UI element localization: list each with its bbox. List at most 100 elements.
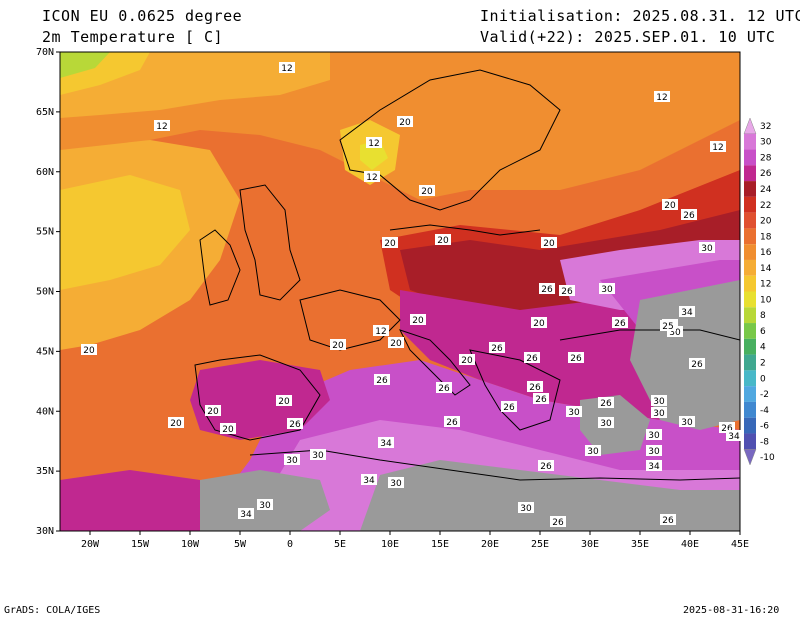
colorbar-swatch [744, 149, 756, 166]
colorbar-swatch [744, 196, 756, 213]
svg-text:26: 26 [503, 403, 515, 413]
svg-text:26: 26 [540, 462, 552, 472]
contour-label: 20 [459, 354, 475, 366]
svg-text:30: 30 [600, 419, 612, 429]
contour-label: 20 [410, 314, 426, 326]
colorbar-label: 28 [760, 153, 772, 163]
colorbar-label: 6 [760, 327, 766, 337]
colorbar-swatch [743, 117, 757, 135]
lon-tick-label: 5W [234, 539, 247, 550]
contour-label: 30 [699, 242, 715, 254]
svg-text:26: 26 [721, 424, 733, 434]
svg-text:34: 34 [681, 308, 693, 318]
colorbar-label: 4 [760, 343, 766, 353]
contour-label: 34 [378, 437, 394, 449]
latitude-axis: 70N 65N 60N 55N 50N 45N 40N 35N 30N [36, 47, 60, 537]
lon-tick-label: 15E [431, 539, 449, 550]
contour-label: 34 [679, 306, 695, 318]
colorbar-label: 32 [760, 122, 771, 132]
svg-text:34: 34 [380, 439, 392, 449]
contour-label: 34 [646, 460, 662, 472]
svg-text:20: 20 [83, 346, 95, 356]
contour-label: 20 [276, 395, 292, 407]
contour-label: 26 [559, 285, 575, 297]
svg-text:26: 26 [541, 285, 553, 295]
colorbar-swatch [744, 307, 756, 324]
contour-label: 26 [501, 401, 517, 413]
svg-text:26: 26 [614, 319, 626, 329]
svg-text:12: 12 [366, 173, 377, 183]
contour-label: 34 [238, 508, 254, 520]
svg-text:20: 20 [399, 118, 411, 128]
contour-label: 26 [681, 209, 697, 221]
contour-label: 26 [719, 422, 735, 434]
contour-label: 30 [566, 406, 582, 418]
colorbar-label: 20 [760, 217, 772, 227]
contour-label: 20 [435, 234, 451, 246]
longitude-axis: 20W 15W 10W 5W 0 5E 10E 15E 20E 25E 30E 35E 40E 45E [81, 531, 749, 550]
svg-text:20: 20 [332, 341, 344, 351]
contour-label: 26 [533, 393, 549, 405]
contour-label: 20 [397, 116, 413, 128]
contour-label: 26 [539, 283, 555, 295]
lon-tick-label: 45E [731, 539, 749, 550]
svg-text:20: 20 [437, 236, 449, 246]
contour-label: 20 [419, 185, 435, 197]
contour-label: 26 [598, 397, 614, 409]
contour-label: 20 [205, 405, 221, 417]
contour-label: 30 [284, 454, 300, 466]
colorbar-swatch [744, 433, 756, 450]
colorbar-swatch [744, 275, 756, 292]
contour-label: 30 [310, 449, 326, 461]
svg-text:20: 20 [278, 397, 290, 407]
svg-text:20: 20 [207, 407, 219, 417]
contour-label: 20 [168, 417, 184, 429]
contour-label: 20 [382, 237, 398, 249]
lat-tick-label: 55N [36, 227, 54, 238]
contour-label: 26 [287, 418, 303, 430]
render-timestamp: 2025-08-31-16:20 [683, 605, 780, 616]
colorbar-label: 16 [760, 248, 772, 258]
svg-text:26: 26 [570, 354, 582, 364]
contour-label: 12 [373, 325, 389, 337]
contour-label: 26 [689, 358, 705, 370]
lon-tick-label: 20E [481, 539, 499, 550]
lat-tick-label: 50N [36, 287, 54, 298]
colorbar-swatch [744, 244, 756, 260]
svg-text:30: 30 [648, 431, 660, 441]
contour-label: 20 [541, 237, 557, 249]
contour-label: 26 [489, 342, 505, 354]
svg-text:20: 20 [533, 319, 545, 329]
contour-label: 26 [550, 516, 566, 528]
lat-tick-label: 70N [36, 47, 54, 58]
colorbar-label: 10 [760, 295, 772, 305]
contour-label: 30 [518, 502, 534, 514]
svg-text:26: 26 [529, 383, 541, 393]
contour-label: 30 [646, 445, 662, 457]
svg-text:26: 26 [691, 360, 703, 370]
colorbar-label: -4 [760, 406, 769, 416]
contour-label: 20 [220, 423, 236, 435]
colorbar-label: 24 [760, 185, 772, 195]
contour-label: 26 [568, 352, 584, 364]
contour-label: 26 [374, 374, 390, 386]
contour-label: 25 [660, 320, 676, 332]
colorbar-label: 18 [760, 232, 772, 242]
svg-text:25: 25 [662, 322, 673, 332]
contour-label: 12 [366, 137, 382, 149]
svg-text:12: 12 [375, 327, 386, 337]
svg-text:26: 26 [526, 354, 538, 364]
svg-text:20: 20 [390, 339, 402, 349]
colorbar-swatch [744, 181, 756, 197]
svg-text:30: 30 [259, 501, 271, 511]
contour-label: 30 [646, 429, 662, 441]
svg-text:12: 12 [656, 93, 667, 103]
lat-tick-label: 45N [36, 346, 54, 357]
colorbar-swatch [744, 291, 756, 308]
initialisation-time: Initialisation: 2025.08.31. 12 UTC [480, 7, 800, 25]
svg-text:30: 30 [568, 408, 580, 418]
contour-label: 12 [654, 91, 670, 103]
svg-text:26: 26 [552, 518, 564, 528]
svg-text:34: 34 [363, 476, 375, 486]
